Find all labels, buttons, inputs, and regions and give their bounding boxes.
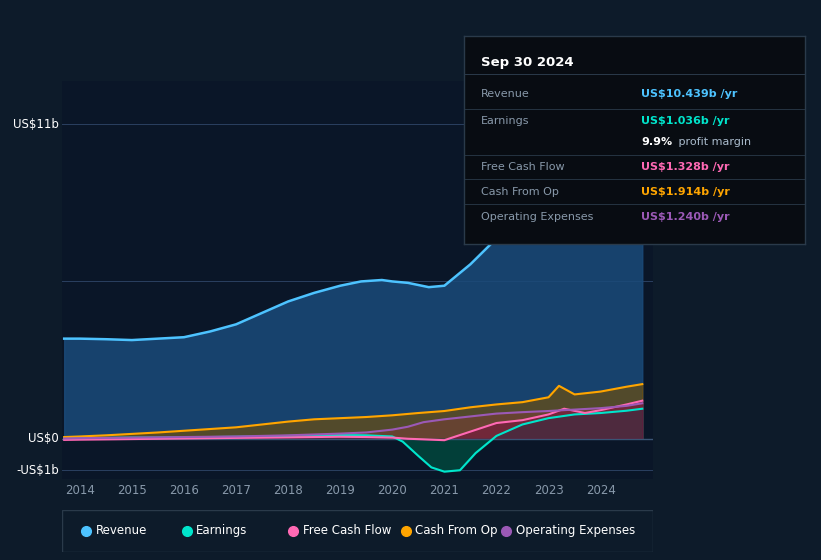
Text: -US$1b: -US$1b bbox=[16, 464, 59, 477]
Text: Operating Expenses: Operating Expenses bbox=[481, 212, 594, 222]
Text: Cash From Op: Cash From Op bbox=[415, 524, 498, 537]
Text: US$10.439b /yr: US$10.439b /yr bbox=[641, 90, 737, 100]
Text: Earnings: Earnings bbox=[196, 524, 248, 537]
Text: US$1.914b /yr: US$1.914b /yr bbox=[641, 187, 730, 197]
Text: US$11b: US$11b bbox=[13, 118, 59, 130]
Text: Earnings: Earnings bbox=[481, 116, 530, 127]
Text: Cash From Op: Cash From Op bbox=[481, 187, 559, 197]
Text: Revenue: Revenue bbox=[96, 524, 147, 537]
Text: Free Cash Flow: Free Cash Flow bbox=[303, 524, 391, 537]
Text: US$1.036b /yr: US$1.036b /yr bbox=[641, 116, 730, 127]
Text: Sep 30 2024: Sep 30 2024 bbox=[481, 56, 574, 69]
Text: 9.9%: 9.9% bbox=[641, 137, 672, 147]
Text: Revenue: Revenue bbox=[481, 90, 530, 100]
Text: profit margin: profit margin bbox=[675, 137, 751, 147]
Text: US$0: US$0 bbox=[28, 432, 59, 445]
Text: Operating Expenses: Operating Expenses bbox=[516, 524, 635, 537]
Text: US$1.328b /yr: US$1.328b /yr bbox=[641, 162, 730, 172]
Text: US$1.240b /yr: US$1.240b /yr bbox=[641, 212, 730, 222]
Text: Free Cash Flow: Free Cash Flow bbox=[481, 162, 565, 172]
